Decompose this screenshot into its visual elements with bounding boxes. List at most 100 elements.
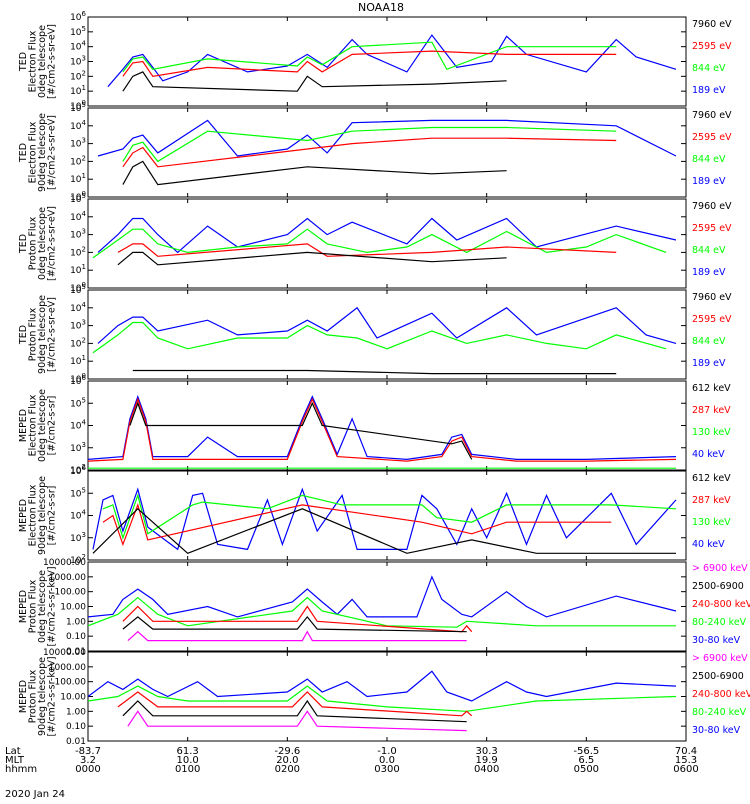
legend-entry: > 6900 keV — [692, 653, 748, 664]
y-tick-label: 102 — [70, 245, 86, 258]
footer-value: 0100 — [175, 764, 200, 775]
legend-entry: 189 eV — [692, 358, 726, 369]
legend-entry: 844 eV — [692, 63, 726, 74]
legend-entry: 189 eV — [692, 267, 726, 278]
legend-entry: 80-240 keV — [692, 617, 747, 628]
series-line — [127, 630, 467, 642]
footer-row-label: MLT — [5, 755, 25, 766]
y-axis-label: TEDProton Flux90deg telescope[#/cm2-s-sr… — [18, 295, 58, 374]
y-axis-label: TEDElectron Flux90deg telescope[#/cm2-s-… — [18, 113, 58, 192]
y-tick-label: 104 — [70, 119, 86, 132]
series-line — [122, 699, 467, 723]
footer-value: 0600 — [673, 764, 698, 775]
footer-value: 30.3 — [476, 746, 498, 757]
footer-row-label: Lat — [5, 746, 21, 757]
series-line — [88, 685, 677, 712]
footer-value: 3.2 — [80, 755, 96, 766]
date-label: 2020 Jan 24 — [5, 789, 65, 800]
footer-row-label: hhmm — [5, 764, 37, 775]
y-axis-label: MEPEDElectron Flux90deg telescope[#/cm2-… — [18, 476, 58, 555]
y-tick-label: 101 — [70, 172, 86, 185]
footer-value: -29.6 — [274, 746, 300, 757]
series-line — [107, 34, 677, 88]
y-axis-label: TEDProton Flux0deg telescope[#/cm2-s-sr-… — [18, 206, 58, 281]
y-tick-label: 103 — [70, 137, 86, 150]
series-line — [117, 243, 617, 257]
footer-value: 0500 — [574, 764, 599, 775]
y-tick-label: 10.00 — [60, 603, 86, 613]
y-tick-label: 102 — [70, 69, 86, 82]
y-tick-label: 102 — [70, 336, 86, 349]
legend-entry: 844 eV — [692, 245, 726, 256]
legend-entry: > 6900 keV — [692, 563, 748, 574]
y-tick-label: 10.00 — [60, 693, 86, 703]
y-axis-label: MEPEDProton Flux0deg telescope[#/cm2-s-s… — [18, 566, 58, 646]
y-tick-label: 104 — [70, 419, 86, 432]
series-line — [122, 71, 507, 92]
series-line — [97, 217, 677, 254]
series-line — [122, 615, 467, 633]
legend-entry: 2500-6900 — [692, 671, 744, 682]
y-tick-label: 104 — [70, 210, 86, 223]
panel-frame — [87, 470, 687, 561]
series-line — [97, 119, 677, 157]
y-tick-label: 100.00 — [55, 588, 87, 598]
legend-entry: 240-800 keV — [692, 689, 750, 700]
series-line — [92, 321, 667, 354]
legend-entry: 40 keV — [692, 449, 725, 460]
footer-value: 0300 — [374, 764, 399, 775]
legend-entry: 2595 eV — [692, 223, 732, 234]
legend-entry: 287 keV — [692, 405, 731, 416]
legend-entry: 189 eV — [692, 85, 726, 96]
legend-entry: 612 keV — [692, 473, 731, 484]
legend-entry: 7960 eV — [692, 19, 732, 30]
legend-entry: 130 keV — [692, 517, 731, 528]
footer-value: 0.0 — [379, 755, 395, 766]
y-tick-label: 103 — [70, 531, 86, 544]
series-line — [132, 369, 617, 375]
footer-value: 6.5 — [578, 755, 594, 766]
legend-entry: 240-800 keV — [692, 599, 750, 610]
series-line — [88, 397, 677, 462]
footer-value: 0200 — [275, 764, 300, 775]
y-tick-label: 105 — [70, 396, 86, 409]
panel-frame — [87, 651, 687, 742]
panel-frame — [87, 289, 687, 380]
footer-value: 0400 — [474, 764, 499, 775]
series-line — [92, 487, 677, 551]
series-line — [97, 306, 677, 344]
legend-entry: 40 keV — [692, 539, 725, 550]
series-line — [92, 507, 676, 554]
panel-7: 0.010.101.0010.00100.001000.0010000.00ME… — [18, 558, 750, 657]
y-tick-label: 104 — [70, 509, 86, 522]
y-tick-label: 103 — [70, 441, 86, 454]
legend-entry: 2500-6900 — [692, 581, 744, 592]
series-line — [102, 502, 612, 547]
y-tick-label: 102 — [70, 154, 86, 167]
series-line — [117, 251, 507, 266]
footer-value: 10.0 — [177, 755, 199, 766]
y-tick-label: 103 — [70, 55, 86, 68]
y-tick-label: 0.10 — [66, 632, 86, 642]
footer-value: -83.7 — [75, 746, 101, 757]
y-tick-label: 106 — [70, 10, 86, 23]
y-tick-label: 103 — [70, 228, 86, 241]
y-tick-label: 100.00 — [55, 678, 87, 688]
y-tick-label: 101 — [70, 354, 86, 367]
series-line — [122, 137, 617, 168]
y-axis-label: MEPEDProton Flux90deg telescope[#/cm2-s-… — [18, 656, 58, 736]
series-line — [88, 596, 676, 628]
legend-entry: 2595 eV — [692, 132, 732, 143]
series-line — [122, 126, 617, 163]
footer-value: 0000 — [75, 764, 100, 775]
footer-value: 20.0 — [276, 755, 298, 766]
series-line — [127, 710, 467, 732]
y-axis-label: TEDElectron Flux0deg telescope[#/cm2-s-s… — [18, 24, 58, 99]
legend-entry: 7960 eV — [692, 292, 732, 303]
legend-entry: 2595 eV — [692, 314, 732, 325]
footer-value: 61.3 — [177, 746, 199, 757]
